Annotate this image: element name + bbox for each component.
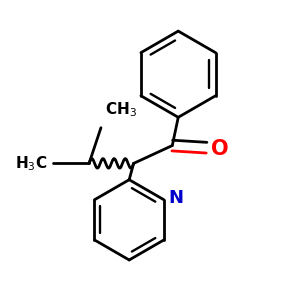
- Text: H$_3$C: H$_3$C: [15, 154, 47, 173]
- Text: N: N: [168, 189, 183, 207]
- Text: O: O: [211, 139, 229, 158]
- Text: CH$_3$: CH$_3$: [105, 100, 137, 119]
